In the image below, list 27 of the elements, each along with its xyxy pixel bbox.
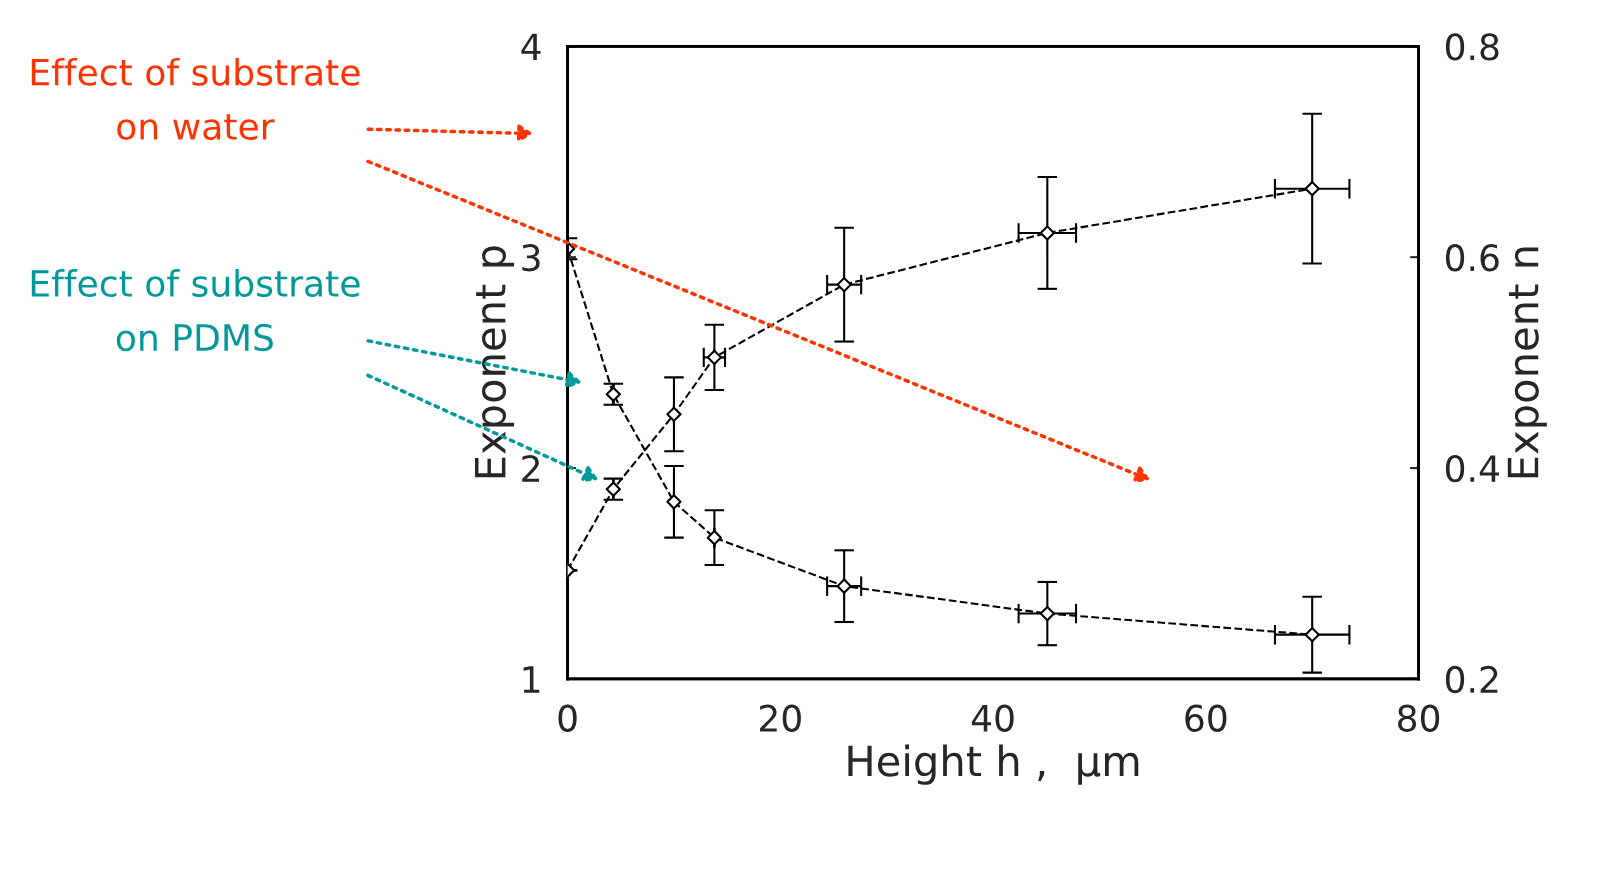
point: [1304, 181, 1320, 197]
point: [666, 406, 682, 422]
point: [1039, 225, 1055, 241]
y-tick-label: 4: [521, 33, 541, 61]
x-tick-label: 0: [558, 704, 577, 732]
y-axis-title: Exponent p: [475, 246, 515, 478]
point: [1304, 627, 1320, 643]
x-axis-title: Height h , μm: [848, 744, 1139, 785]
text: Effect of substrate on water: [31, 57, 360, 141]
y2-tick-label: 0.2: [1445, 665, 1498, 694]
point: [706, 530, 723, 546]
point: [836, 276, 852, 293]
y-tick-label: 3: [522, 244, 540, 272]
x-tick-label: 60: [1185, 704, 1227, 732]
y2-tick-label: 0.4: [1445, 454, 1499, 483]
x-tick-label: 20: [760, 704, 801, 732]
y2-axis-title: Exponent n: [1507, 247, 1547, 478]
point: [1039, 605, 1055, 622]
x-tick-label: 40: [971, 704, 1014, 732]
y2-tick-label: 0.6: [1445, 244, 1499, 272]
y-tick-label: 2: [522, 454, 539, 482]
text: Effect of substrate on PDMS: [31, 269, 360, 352]
x-tick-label: 80: [1398, 704, 1440, 732]
point: [666, 494, 682, 510]
y2-tick-label: 0.8: [1445, 33, 1499, 61]
point: [836, 578, 852, 594]
y-tick-label: 1: [523, 666, 540, 693]
